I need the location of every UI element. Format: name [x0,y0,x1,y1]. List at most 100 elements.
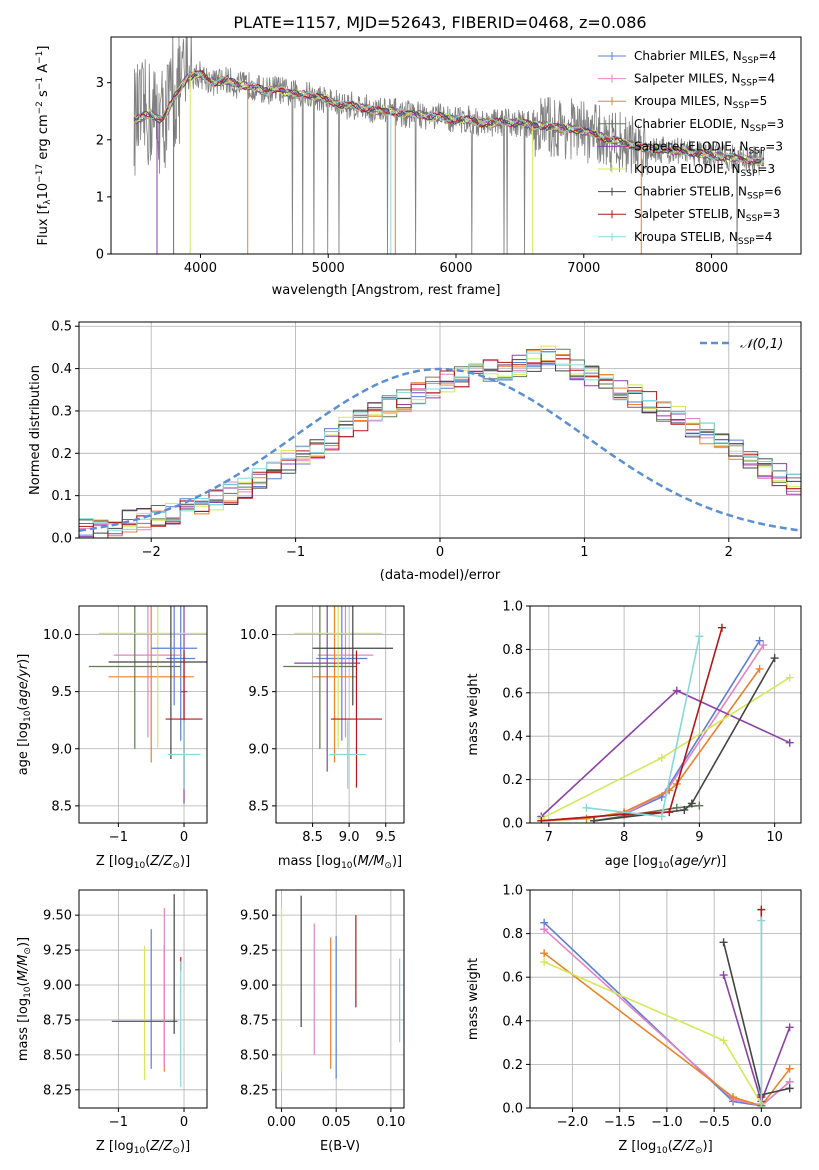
label-part: =4 [755,230,773,244]
label-part: Z [log [96,854,134,869]
y-tick-label: 9.0 [248,742,269,757]
histogram-step [79,351,801,531]
label-part: age [log [16,722,31,775]
label-part: SSP [742,56,759,66]
y-tick-label: 0.1 [51,489,72,504]
label-part: Flux [f [36,204,51,245]
x-axis-label: mass [log10(M/M⊙)] [278,854,402,871]
age-vs-mass-axes: 8.5 9.0 9.5 8.5 9.0 9.5 10.0 [240,606,404,845]
weight-point [540,949,549,958]
label-part: Z [log [618,1139,656,1154]
label-part: 10 [658,861,670,871]
label-part: 10 [36,183,51,200]
label-part: Z/Z [672,1139,696,1154]
y-tick-label: 9.00 [43,979,72,994]
x-tick-label: 9 [695,830,703,845]
y-axis-label: Normed distribution [28,365,43,495]
weight-point [785,1064,794,1073]
model-fit-line [133,71,765,165]
y-tick-label: 0.5 [51,320,72,335]
x-tick-label: −1.5 [604,1115,636,1130]
label-part: ( [668,1139,673,1154]
weight-point [687,799,696,808]
residuals-frame [78,321,802,539]
weight-point [695,801,704,810]
label-part: =3 [757,162,775,176]
label-part: 10 [134,861,146,871]
label-part: 10 [656,1146,668,1156]
label-part: −2 [35,101,45,114]
y-tick-label: 0.8 [502,643,523,658]
label-part: erg cm [36,114,51,163]
y-tick-label: 8.75 [240,1013,269,1028]
label-part: SSP [747,192,764,202]
weight-line [541,644,765,822]
label-part: A [36,64,51,77]
legend-label: Kroupa ELODIE, NSSP=3 [634,162,775,179]
legend-label: Chabrier MILES, NSSP=4 [634,49,776,66]
label-part: ] [36,46,51,51]
histogram-step [79,350,801,538]
label-part: SSP [748,146,765,156]
weight-vs-z-axes: −2.0 −1.5 −1.0 −0.5 0.0 0.0 0.2 0.4 0.6 0.8 1.0 [502,884,801,1130]
x-axis-label: Z [log10(Z/Z⊙)] [96,854,190,871]
label-part: ( [145,854,150,869]
model-fit-line [133,69,765,165]
weight-point [665,808,674,817]
weight-point [770,654,779,663]
x-tick-label: −2.0 [557,1115,589,1130]
y-tick-label: 0.2 [502,773,523,788]
y-tick-label: 9.00 [240,979,269,994]
y-tick-label: 8.5 [51,799,72,814]
weight-point [589,816,598,823]
weight-line [543,928,791,1107]
x-tick-label: 7 [545,830,553,845]
weight-vs-age-frame [529,605,802,824]
weight-point [757,1099,766,1108]
weight-point [759,641,768,650]
y-tick-label: 8.5 [248,799,269,814]
label-part: mass [log [16,998,31,1061]
x-tick-label: 9.0 [339,830,360,845]
legend-label: Chabrier ELODIE, NSSP=3 [634,117,784,134]
residuals-axes: −2 −1 0 1 2 0.0 0.1 0.2 0.3 0.4 0.5 [51,320,801,560]
weight-point [657,753,666,762]
y-tick-label: 0.2 [502,1058,523,1073]
x-tick-label: 8.5 [302,830,323,845]
weight-point [540,957,549,966]
spectrum-frame [110,36,802,255]
weight-point [785,1023,794,1032]
weight-point [695,632,704,641]
y-tick-label: 9.50 [240,909,269,924]
legend-label: Kroupa MILES, NSSP=5 [634,94,767,111]
legend-label: Salpeter ELODIE, NSSP=3 [634,139,783,156]
label-part: age/yr [674,854,717,869]
label-part: ⊙ [695,1146,703,1156]
x-tick-label: 0.10 [376,1115,405,1130]
y-tick-label: 0.0 [502,1102,523,1117]
label-part: s [36,90,51,101]
residuals-plot [79,345,801,538]
label-part: =3 [766,117,784,131]
weight-line [541,627,723,822]
x-axis-label: age [log10(age/yr)] [605,854,727,871]
x-tick-label: 8 [620,830,628,845]
label-part: Z/Z [149,1139,173,1154]
label-part: SSP [738,237,755,247]
label-part: Z/Z [149,854,173,869]
x-axis-label: E(B-V) [320,1139,360,1154]
weight-line [541,668,761,822]
weight-point [785,738,794,747]
weight-line [593,657,776,822]
y-tick-label: 8.50 [43,1048,72,1063]
label-part: ( [16,981,31,986]
x-tick-label: 10 [766,830,783,845]
label-part: M/M [16,955,31,982]
weight-line [543,952,791,1107]
x-tick-label: 7000 [567,261,600,276]
mass-vs-ebv-frame [275,889,405,1109]
label-part: ( [145,1139,150,1154]
figure-title: PLATE=1157, MJD=52643, FIBERID=0468, z=0… [233,13,646,32]
y-tick-label: 0.3 [51,404,72,419]
